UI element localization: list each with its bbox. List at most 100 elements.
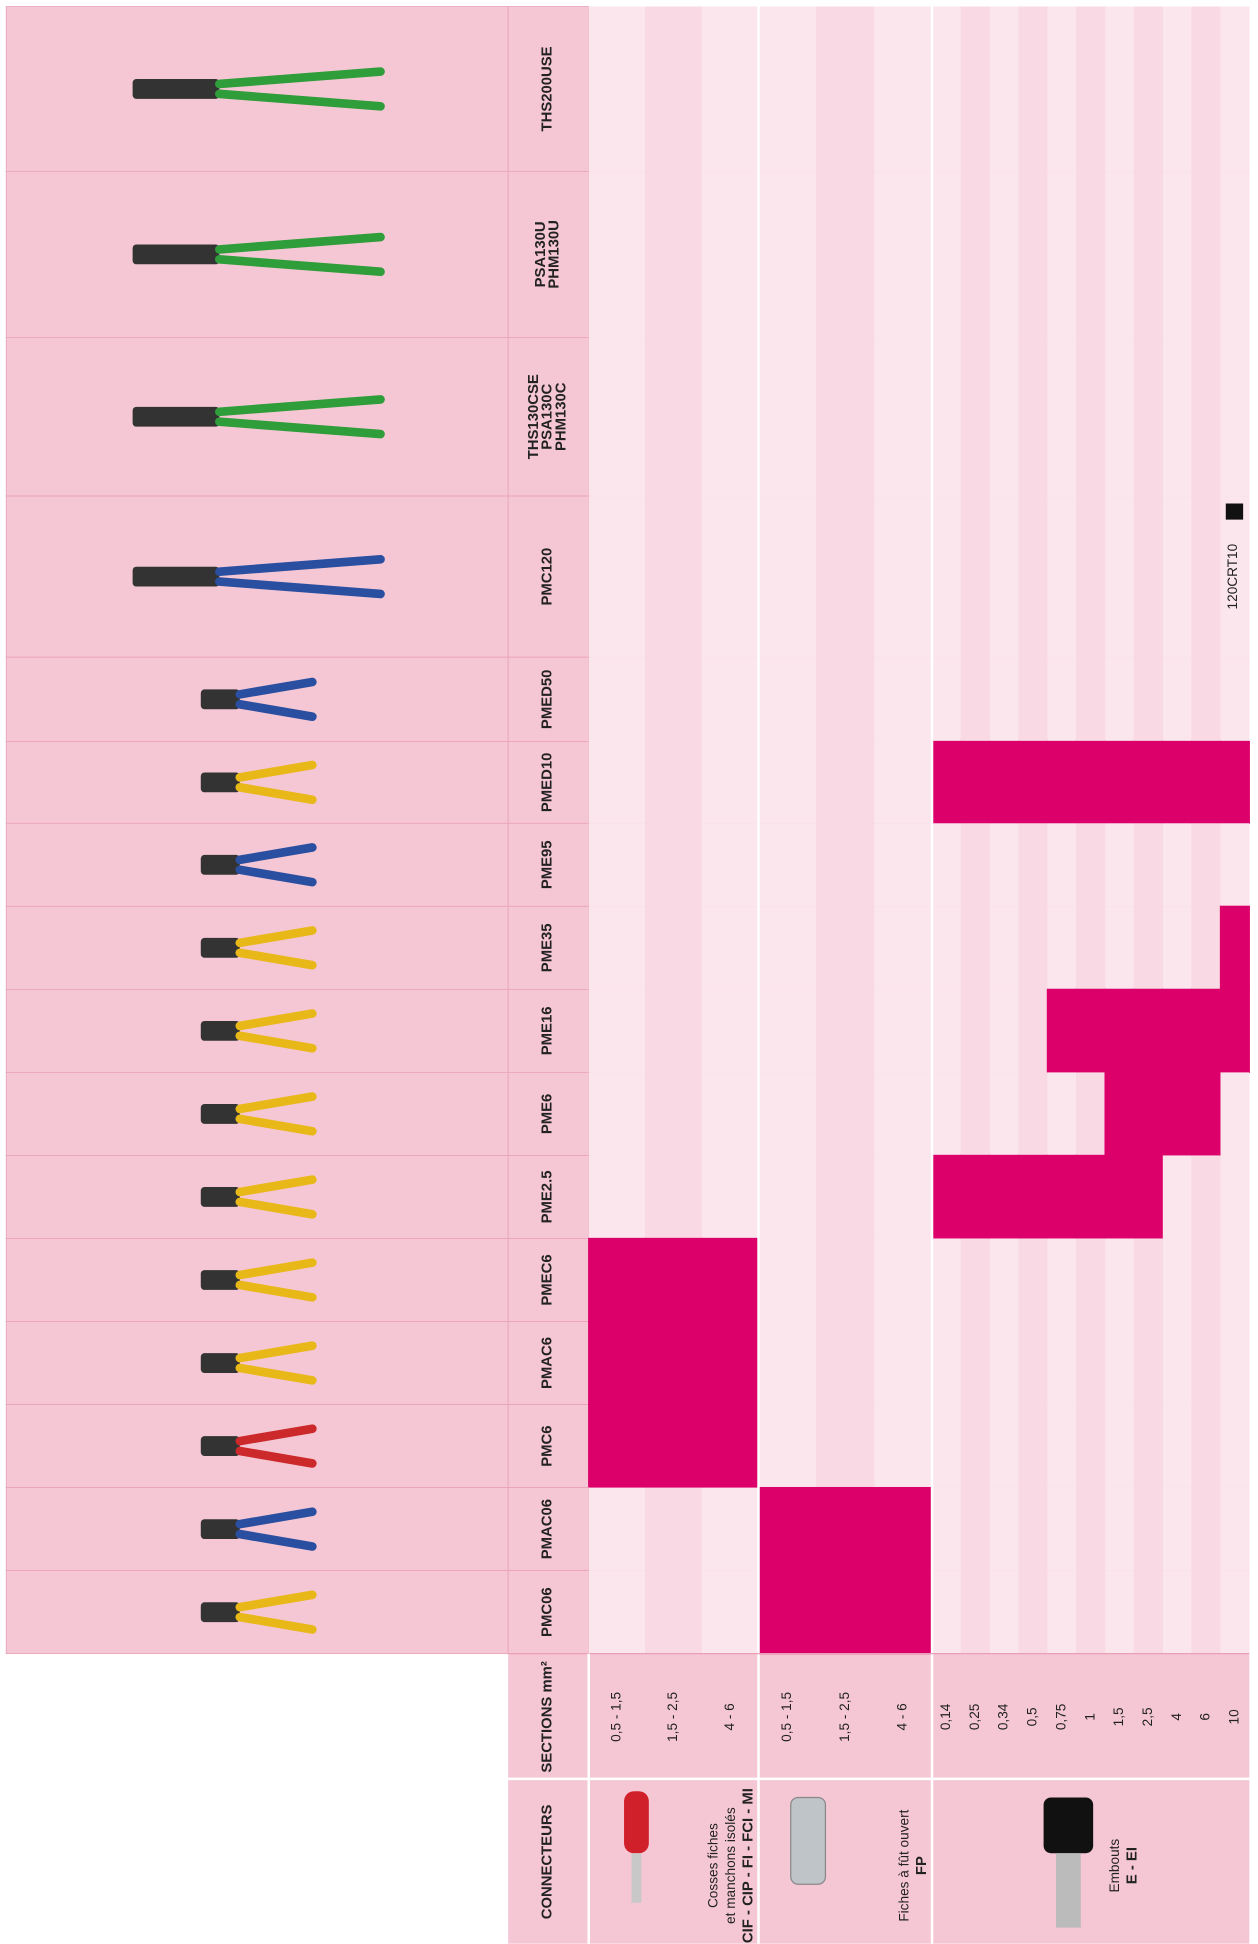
compat-cell — [1192, 1072, 1221, 1155]
compat-cell — [874, 1322, 932, 1405]
compat-cell — [645, 1488, 702, 1571]
crimping-tool-table: THS200USEPSA130UPHM130UTHS130CSEPSA130CP… — [0, 0, 1258, 1944]
compat-cell — [589, 1405, 646, 1488]
compat-cell — [1047, 906, 1076, 989]
compat-cell — [1019, 1072, 1048, 1155]
compat-cell — [1047, 7, 1076, 172]
compat-cell — [1220, 1488, 1249, 1571]
compat-cell — [932, 906, 961, 989]
compat-cell — [932, 1322, 961, 1405]
compat-cell — [702, 1405, 759, 1488]
compat-cell — [1019, 1571, 1048, 1654]
compat-cell — [1076, 823, 1105, 906]
compat-cell — [874, 1571, 932, 1654]
compat-cell — [702, 171, 759, 337]
tool-name: PMC120 — [540, 548, 556, 606]
compat-cell — [1220, 171, 1249, 337]
compat-cell — [1076, 171, 1105, 337]
compat-cell — [1220, 1322, 1249, 1405]
compat-cell — [645, 906, 702, 989]
compat-cell — [1047, 1072, 1076, 1155]
compat-cell — [1019, 1322, 1048, 1405]
compat-cell — [1019, 171, 1048, 337]
compat-cell — [1105, 337, 1134, 496]
compat-cell — [759, 1488, 817, 1571]
compat-cell — [1163, 7, 1192, 172]
compat-cell — [874, 7, 932, 172]
compat-cell — [990, 337, 1019, 496]
compat-cell — [1192, 1571, 1221, 1654]
compat-cell — [1105, 171, 1134, 337]
compat-cell — [874, 1488, 932, 1571]
compat-cell — [589, 1571, 646, 1654]
compat-cell — [645, 741, 702, 823]
compat-cell — [1105, 657, 1134, 741]
compat-cell — [874, 1405, 932, 1488]
compat-cell — [645, 657, 702, 741]
compat-cell — [1163, 1155, 1192, 1238]
compat-cell — [645, 337, 702, 496]
compat-cell — [1192, 657, 1221, 741]
tool-name: PHM130C — [553, 382, 569, 451]
compat-cell — [702, 7, 759, 172]
compat-cell — [874, 741, 932, 823]
compat-cell — [645, 1155, 702, 1238]
tool-image-cell — [6, 823, 508, 906]
compat-cell — [1076, 741, 1105, 823]
compat-cell — [961, 496, 990, 657]
tool-head — [133, 567, 220, 587]
compat-cell — [589, 1072, 646, 1155]
compat-cell — [1192, 496, 1221, 657]
compat-cell — [816, 906, 874, 989]
page: THS200USEPSA130UPHM130UTHS130CSEPSA130CP… — [0, 0, 1258, 1944]
compat-cell — [1220, 337, 1249, 496]
compat-cell — [816, 496, 874, 657]
compat-cell — [759, 171, 817, 337]
compat-cell — [1192, 171, 1221, 337]
tool-image-cell — [6, 1322, 508, 1405]
compat-cell — [1220, 906, 1249, 989]
compat-cell — [1163, 741, 1192, 823]
compat-cell — [1076, 1488, 1105, 1571]
compat-cell — [1220, 823, 1249, 906]
compat-cell — [589, 657, 646, 741]
compat-cell — [645, 989, 702, 1072]
compat-cell — [932, 1155, 961, 1238]
compat-cell — [816, 1238, 874, 1321]
compat-cell — [1220, 1571, 1249, 1654]
connector-icon — [1056, 1853, 1081, 1927]
compat-cell — [1134, 1322, 1163, 1405]
compat-cell — [990, 657, 1019, 741]
compat-cell — [589, 823, 646, 906]
compat-cell — [932, 1571, 961, 1654]
section-label: 0,5 — [1025, 1707, 1040, 1726]
compat-cell — [990, 989, 1019, 1072]
compat-cell — [1163, 823, 1192, 906]
compat-cell — [816, 7, 874, 172]
compat-cell — [1105, 1571, 1134, 1654]
compat-cell — [759, 989, 817, 1072]
compat-cell — [1105, 1322, 1134, 1405]
compat-cell — [932, 171, 961, 337]
compat-cell — [1019, 1155, 1048, 1238]
compat-cell — [1134, 1072, 1163, 1155]
tool-head — [201, 1021, 240, 1041]
compat-cell — [932, 1238, 961, 1321]
section-label: 4 - 6 — [722, 1703, 737, 1730]
compat-cell — [816, 1405, 874, 1488]
compat-cell — [990, 823, 1019, 906]
compat-cell — [759, 823, 817, 906]
compat-cell — [1076, 1072, 1105, 1155]
compat-cell — [874, 906, 932, 989]
compat-cell — [759, 1322, 817, 1405]
section-label: 0,5 - 1,5 — [609, 1692, 624, 1742]
tool-image-cell — [6, 657, 508, 741]
compat-cell — [1105, 906, 1134, 989]
compat-cell — [1192, 1238, 1221, 1321]
compat-cell — [702, 337, 759, 496]
compat-cell — [1047, 657, 1076, 741]
tool-name: PME2.5 — [540, 1171, 556, 1224]
section-label: 4 — [1169, 1713, 1184, 1721]
compat-cell — [1220, 657, 1249, 741]
compat-cell — [1076, 1571, 1105, 1654]
